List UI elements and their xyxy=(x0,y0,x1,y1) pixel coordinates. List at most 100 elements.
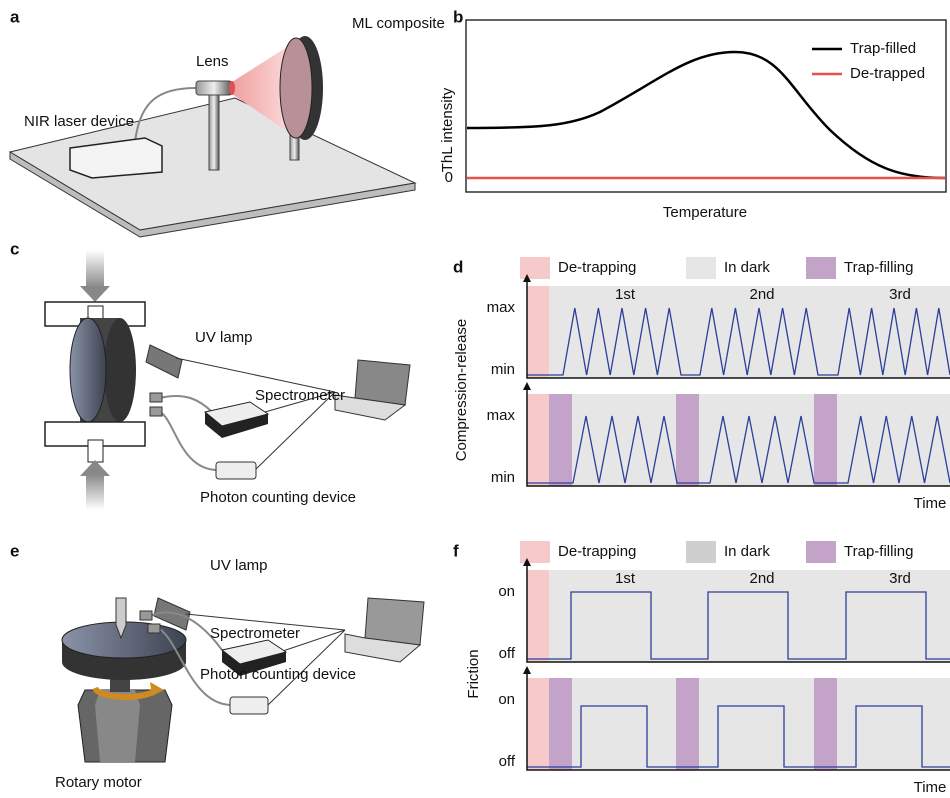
tip xyxy=(115,597,127,640)
axis xyxy=(526,278,950,379)
legend-swatch xyxy=(520,257,550,279)
panel-b: b 0 ThL intensity Temperature Trap-fille… xyxy=(439,7,947,221)
panel-c: c UV lamp Spectrometer Photon counting d… xyxy=(10,239,411,510)
axis xyxy=(526,562,950,663)
label: Lens xyxy=(196,53,229,70)
axis-arrow xyxy=(523,558,531,566)
panel-e: e UV lamp Spectrometer Photon counting d… xyxy=(10,541,425,791)
y-tick-label: off xyxy=(499,645,516,662)
axis-arrow xyxy=(523,666,531,674)
lens xyxy=(195,80,233,96)
signal xyxy=(527,415,950,484)
cycle-label: 3rd xyxy=(889,570,911,587)
axis-arrow xyxy=(523,382,531,390)
legend-swatch xyxy=(686,541,716,563)
disk xyxy=(69,317,107,423)
disk xyxy=(279,37,313,139)
spectrometer-side xyxy=(222,650,286,676)
de-trap-band xyxy=(527,286,549,378)
legend-label: Trap-filling xyxy=(844,543,913,560)
rotation-arrow-head xyxy=(150,682,164,696)
signal xyxy=(527,705,950,768)
legend-label: De-trapping xyxy=(558,543,636,560)
signal xyxy=(527,591,950,660)
fiber-end xyxy=(139,610,153,621)
trap-fill-band xyxy=(549,394,572,486)
background xyxy=(527,570,950,662)
plot-frame xyxy=(465,19,947,193)
axis xyxy=(526,386,950,487)
de-trap-band xyxy=(527,678,549,770)
trap-fill-band xyxy=(549,678,572,770)
legend-swatch xyxy=(520,541,550,563)
force-arrow-head xyxy=(80,460,110,476)
laptop-screen xyxy=(354,359,411,406)
cycle-label: 1st xyxy=(615,286,636,303)
table-edge xyxy=(9,151,416,238)
force-arrow xyxy=(86,474,104,510)
axis-arrow xyxy=(523,274,531,282)
laser-box xyxy=(69,137,163,179)
fiber-end xyxy=(147,623,161,634)
legend-label: In dark xyxy=(724,259,770,276)
force-arrow xyxy=(86,250,104,288)
legend-swatch xyxy=(806,257,836,279)
laptop-base xyxy=(344,633,422,663)
trap-fill-band xyxy=(814,678,837,770)
curve xyxy=(466,50,946,180)
legend-swatch xyxy=(806,541,836,563)
fiber-end xyxy=(149,406,163,417)
y-tick-label: min xyxy=(491,361,515,378)
label: Rotary motor xyxy=(55,774,142,791)
legend-label: Trap-filling xyxy=(844,259,913,276)
label: NIR laser device xyxy=(24,113,134,130)
lens-tip xyxy=(229,81,235,95)
panel-label: b xyxy=(453,7,463,26)
y-axis-label: Friction xyxy=(465,649,482,698)
legend-label: De-trapping xyxy=(558,259,636,276)
laptop-screen xyxy=(364,597,425,646)
force-arrow-head xyxy=(80,286,110,302)
cycle-label: 2nd xyxy=(749,570,774,587)
label: Spectrometer xyxy=(210,625,300,642)
cycle-label: 2nd xyxy=(749,286,774,303)
panel-label: f xyxy=(453,541,459,560)
photon-counter xyxy=(229,696,269,715)
label: UV lamp xyxy=(210,557,268,574)
cycle-label: 1st xyxy=(615,570,636,587)
legend-label: De-trapped xyxy=(850,65,925,82)
y-tick-label: max xyxy=(487,407,516,424)
x-axis-label: Temperature xyxy=(663,204,747,221)
y-axis-label: Compression-release xyxy=(453,319,470,462)
photon-counter xyxy=(215,461,257,480)
fiber-end xyxy=(149,392,163,403)
wires xyxy=(185,613,346,706)
de-trap-band xyxy=(527,394,549,486)
y-tick-label: on xyxy=(498,583,515,600)
panel-label: e xyxy=(10,541,19,560)
wires xyxy=(175,357,336,471)
y-tick-label: on xyxy=(498,691,515,708)
panel-label: a xyxy=(10,7,20,26)
fibers xyxy=(159,394,219,471)
fibers xyxy=(149,611,233,706)
uv-lamp xyxy=(145,344,183,379)
de-trap-band xyxy=(527,570,549,662)
uv-lamp xyxy=(153,597,191,631)
label: Photon counting device xyxy=(200,666,356,683)
spectrometer-side xyxy=(205,412,268,438)
lens-post xyxy=(208,93,220,171)
label: UV lamp xyxy=(195,329,253,346)
y-axis-label: ThL intensity xyxy=(439,87,456,172)
cycle-label: 3rd xyxy=(889,286,911,303)
panel-a: a ML composite Lens NIR laser device xyxy=(8,7,445,238)
legend-label: Trap-filled xyxy=(850,40,916,57)
laptop-base xyxy=(334,394,407,421)
signal xyxy=(527,307,950,376)
trap-fill-band xyxy=(676,678,699,770)
label: ML composite xyxy=(352,15,445,32)
x-axis-label: Time xyxy=(914,779,947,796)
y-tick-label: off xyxy=(499,753,516,770)
axis xyxy=(526,670,950,771)
